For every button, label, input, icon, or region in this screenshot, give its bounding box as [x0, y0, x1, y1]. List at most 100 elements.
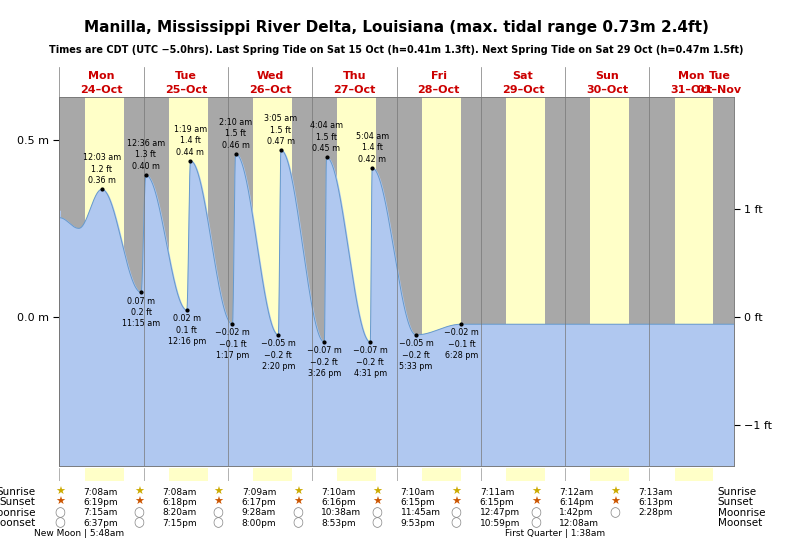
- Bar: [85, 468, 124, 481]
- Text: Tue: Tue: [175, 71, 197, 81]
- Bar: [590, 468, 629, 481]
- Text: −0.02 m
−0.1 ft
1:17 pm: −0.02 m −0.1 ft 1:17 pm: [215, 328, 250, 361]
- Text: ★: ★: [531, 497, 541, 507]
- Text: ○: ○: [450, 507, 462, 520]
- Text: 7:08am: 7:08am: [83, 488, 117, 496]
- Text: ○: ○: [530, 517, 541, 530]
- Text: 5:04 am
1.4 ft
0.42 m: 5:04 am 1.4 ft 0.42 m: [355, 132, 389, 164]
- Text: Sat: Sat: [512, 71, 533, 81]
- Text: 2:28pm: 2:28pm: [638, 508, 672, 517]
- Text: 7:11am: 7:11am: [480, 488, 514, 496]
- Bar: [590, 97, 629, 466]
- Text: −0.05 m
−0.2 ft
2:20 pm: −0.05 m −0.2 ft 2:20 pm: [261, 339, 296, 371]
- Bar: [675, 468, 713, 481]
- Text: ○: ○: [450, 517, 462, 530]
- Text: ★: ★: [451, 497, 462, 507]
- Text: 6:13pm: 6:13pm: [638, 497, 673, 507]
- Text: 8:20am: 8:20am: [163, 508, 197, 517]
- Text: Moonset: Moonset: [718, 518, 762, 528]
- Text: 3:05 am
1.5 ft
0.47 m: 3:05 am 1.5 ft 0.47 m: [264, 114, 297, 146]
- Text: ○: ○: [530, 507, 541, 520]
- Text: ★: ★: [610, 497, 620, 507]
- Text: 8:00pm: 8:00pm: [242, 519, 277, 528]
- Text: 8:53pm: 8:53pm: [321, 519, 356, 528]
- Text: 12:08am: 12:08am: [559, 519, 599, 528]
- Text: 6:14pm: 6:14pm: [559, 497, 594, 507]
- Text: 7:08am: 7:08am: [163, 488, 197, 496]
- Text: 31–Oct: 31–Oct: [670, 86, 713, 95]
- Text: 27–Oct: 27–Oct: [333, 86, 376, 95]
- Text: 6:18pm: 6:18pm: [163, 497, 197, 507]
- Text: −0.07 m
−0.2 ft
3:26 pm: −0.07 m −0.2 ft 3:26 pm: [307, 346, 342, 378]
- Text: ★: ★: [55, 487, 65, 497]
- Text: 12:03 am
1.2 ft
0.36 m: 12:03 am 1.2 ft 0.36 m: [82, 153, 121, 185]
- Text: ★: ★: [451, 487, 462, 497]
- Text: Wed: Wed: [256, 71, 284, 81]
- Text: ★: ★: [372, 487, 382, 497]
- Bar: [337, 97, 377, 466]
- Text: 6:16pm: 6:16pm: [321, 497, 356, 507]
- Text: First Quarter | 1:38am: First Quarter | 1:38am: [505, 529, 605, 538]
- Text: 7:12am: 7:12am: [559, 488, 593, 496]
- Text: 6:19pm: 6:19pm: [83, 497, 118, 507]
- Text: 11:45am: 11:45am: [400, 508, 440, 517]
- Text: ★: ★: [213, 497, 224, 507]
- Text: 25–Oct: 25–Oct: [165, 86, 207, 95]
- Text: 7:15pm: 7:15pm: [163, 519, 197, 528]
- Text: 7:09am: 7:09am: [242, 488, 276, 496]
- Text: ★: ★: [134, 497, 144, 507]
- Text: ○: ○: [54, 517, 65, 530]
- Text: Sunset: Sunset: [0, 497, 36, 507]
- Text: 0.07 m
0.2 ft
11:15 am: 0.07 m 0.2 ft 11:15 am: [122, 296, 160, 328]
- Text: ○: ○: [213, 517, 224, 530]
- Text: ★: ★: [531, 487, 541, 497]
- Bar: [675, 97, 713, 466]
- Text: 30–Oct: 30–Oct: [586, 86, 628, 95]
- Text: 6:37pm: 6:37pm: [83, 519, 118, 528]
- Bar: [85, 97, 124, 466]
- Text: −0.05 m
−0.2 ft
5:33 pm: −0.05 m −0.2 ft 5:33 pm: [399, 339, 434, 371]
- Text: −0.02 m
−0.1 ft
6:28 pm: −0.02 m −0.1 ft 6:28 pm: [444, 328, 479, 361]
- Text: ★: ★: [213, 487, 224, 497]
- Text: ○: ○: [371, 517, 382, 530]
- Text: Moonset: Moonset: [0, 518, 36, 528]
- Text: 6:15pm: 6:15pm: [400, 497, 435, 507]
- Text: Times are CDT (UTC −5.0hrs). Last Spring Tide on Sat 15 Oct (h=0.41m 1.3ft). Nex: Times are CDT (UTC −5.0hrs). Last Spring…: [49, 45, 744, 55]
- Text: 9:53pm: 9:53pm: [400, 519, 435, 528]
- Text: 7:13am: 7:13am: [638, 488, 672, 496]
- Text: Tue: Tue: [708, 71, 730, 81]
- Text: 4:04 am
1.5 ft
0.45 m: 4:04 am 1.5 ft 0.45 m: [310, 121, 343, 153]
- Text: 29–Oct: 29–Oct: [502, 86, 544, 95]
- Text: 7:15am: 7:15am: [83, 508, 117, 517]
- Text: 10:38am: 10:38am: [321, 508, 362, 517]
- Text: 01–Nov: 01–Nov: [697, 86, 742, 95]
- Text: 9:28am: 9:28am: [242, 508, 276, 517]
- Text: ★: ★: [610, 487, 620, 497]
- Text: New Moon | 5:48am: New Moon | 5:48am: [34, 529, 125, 538]
- Text: 26–Oct: 26–Oct: [249, 86, 291, 95]
- Bar: [253, 97, 292, 466]
- Text: ★: ★: [55, 497, 65, 507]
- Bar: [506, 468, 545, 481]
- Text: 7:10am: 7:10am: [400, 488, 435, 496]
- Text: 24–Oct: 24–Oct: [80, 86, 123, 95]
- Bar: [422, 468, 461, 481]
- Bar: [506, 97, 545, 466]
- Text: Mon: Mon: [88, 71, 115, 81]
- Text: ○: ○: [292, 517, 303, 530]
- Text: Sunrise: Sunrise: [718, 487, 757, 497]
- Text: ★: ★: [134, 487, 144, 497]
- Text: ★: ★: [293, 487, 303, 497]
- Text: Moonrise: Moonrise: [0, 508, 36, 518]
- Text: ○: ○: [54, 507, 65, 520]
- Bar: [253, 468, 292, 481]
- Text: 10:59pm: 10:59pm: [480, 519, 520, 528]
- Text: 12:36 am
1.3 ft
0.40 m: 12:36 am 1.3 ft 0.40 m: [127, 139, 165, 171]
- Text: Mon: Mon: [678, 71, 705, 81]
- Text: ○: ○: [609, 507, 620, 520]
- Text: 1:19 am
1.4 ft
0.44 m: 1:19 am 1.4 ft 0.44 m: [174, 125, 207, 157]
- Text: ○: ○: [213, 507, 224, 520]
- Bar: [337, 468, 377, 481]
- Bar: [422, 97, 461, 466]
- Text: 12:47pm: 12:47pm: [480, 508, 520, 517]
